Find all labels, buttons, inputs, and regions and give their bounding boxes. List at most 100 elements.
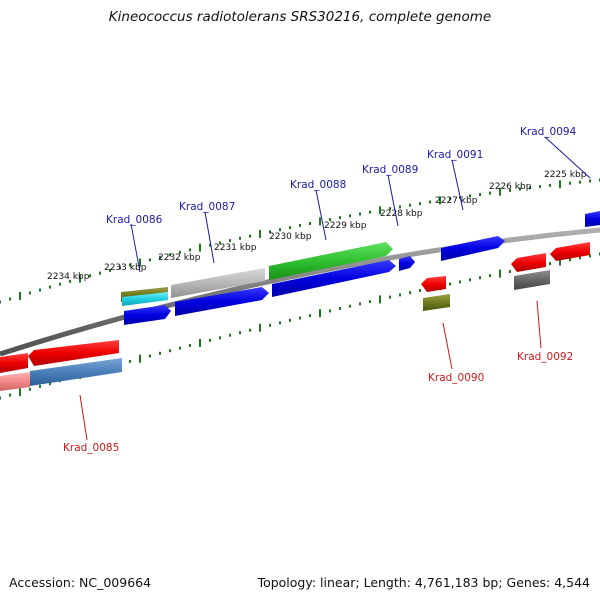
ruler-dot [49, 285, 51, 289]
ruler-dot [179, 346, 181, 350]
ruler-dot [269, 230, 271, 234]
gene-feature[interactable] [122, 292, 168, 306]
ruler-major-tick [19, 388, 21, 397]
ruler-dot [39, 384, 41, 388]
ruler-dot [0, 300, 1, 304]
ruler-dot [269, 323, 271, 327]
gene-feature[interactable] [175, 287, 269, 316]
ruler-dot [279, 228, 281, 232]
ruler-dot [469, 194, 471, 198]
gene-feature[interactable] [269, 242, 393, 280]
ruler-dot [49, 382, 51, 386]
accession-text: Accession: NC_009664 [9, 575, 152, 590]
ruler-dot [179, 250, 181, 254]
ruler-dot [89, 274, 91, 278]
ruler-major-tick [379, 206, 381, 215]
gene-feature[interactable] [550, 242, 590, 261]
ruler-dot [369, 210, 371, 214]
ruler-major-tick [259, 323, 261, 332]
gene-feature[interactable] [511, 253, 546, 272]
ruler-dot [349, 304, 351, 308]
ruler-major-tick [559, 257, 561, 266]
ruler-dot [229, 333, 231, 337]
gene-label[interactable]: Krad_0091 [427, 149, 483, 161]
ruler-dot [509, 270, 511, 273]
ruler-dot [479, 276, 481, 280]
ruler-major-tick [319, 217, 321, 226]
ruler-dot [249, 328, 251, 332]
ruler-major-tick [139, 258, 141, 267]
ruler-dot [579, 256, 581, 260]
ruler-dot [239, 236, 241, 240]
gene-feature[interactable] [399, 256, 415, 271]
map-title: Kineococcus radiotolerans SRS30216, comp… [108, 9, 492, 25]
ruler-dot [329, 309, 331, 313]
gene-label[interactable]: Krad_0090 [428, 372, 484, 384]
gene-feature[interactable] [30, 358, 122, 386]
kbp-label: 2226 kbp [489, 182, 532, 192]
ruler-dot [39, 288, 41, 292]
ruler-major-tick [79, 274, 81, 283]
ruler-dot [339, 307, 341, 310]
gene-feature[interactable] [585, 211, 600, 227]
ruler-dot [209, 243, 211, 247]
ruler-major-tick [379, 295, 381, 304]
ruler-dot [419, 202, 421, 206]
ruler-dot [169, 349, 171, 353]
ruler-dot [29, 387, 31, 391]
gene-label[interactable]: Krad_0086 [106, 214, 163, 226]
ruler-dot [469, 278, 471, 282]
ruler-dot [189, 248, 191, 252]
gene-label[interactable]: Krad_0085 [63, 442, 119, 454]
ruler-dot [569, 181, 571, 185]
ruler-major-tick [499, 269, 501, 278]
gene-feature[interactable] [0, 353, 28, 373]
ruler-dot [429, 200, 431, 204]
ruler-dot [529, 186, 531, 190]
ruler-dot [339, 216, 341, 220]
ruler-dot [159, 255, 161, 259]
ruler-dot [189, 344, 191, 347]
gene-feature[interactable] [423, 294, 450, 311]
ruler-major-tick [559, 180, 561, 189]
gene-feature[interactable] [171, 268, 265, 298]
gene-feature[interactable] [514, 270, 550, 290]
ruler-dot [369, 300, 371, 304]
kbp-label: 2234 kbp [47, 272, 90, 282]
ruler-dot [449, 197, 451, 201]
forward-leaders [130, 136, 591, 273]
gene-label[interactable]: Krad_0087 [179, 201, 235, 213]
gene-label[interactable]: Krad_0092 [517, 351, 573, 363]
ruler-dot [419, 289, 421, 292]
ruler-major-tick [499, 187, 501, 196]
gene-feature[interactable] [272, 260, 396, 297]
ruler-major-tick [19, 291, 21, 300]
gene-feature[interactable] [124, 305, 171, 325]
gene-label[interactable]: Krad_0094 [520, 126, 577, 138]
ruler-dot [539, 185, 541, 189]
ruler-major-tick [199, 243, 201, 252]
ruler-dot [159, 351, 161, 355]
kbp-label: 2230 kbp [269, 232, 312, 242]
ruler-dot [549, 262, 551, 266]
kbp-label: 2232 kbp [158, 253, 201, 263]
gene-feature[interactable] [0, 372, 30, 391]
ruler-dot [169, 253, 171, 257]
ruler-dot [289, 318, 291, 322]
gene-feature[interactable] [421, 276, 446, 292]
ruler-major-tick [439, 196, 441, 205]
ruler-dot [149, 258, 151, 262]
ruler-dot [389, 295, 391, 299]
ruler-dot [589, 254, 591, 258]
genome-summary: Topology: linear; Length: 4,761,183 bp; … [257, 575, 590, 590]
gene-label[interactable]: Krad_0088 [290, 179, 346, 191]
gene-feature[interactable] [441, 236, 505, 261]
kbp-labels: 2234 kbp 2233 kbp 2232 kbp 2231 kbp 2230… [47, 170, 587, 282]
ruler-dot [349, 214, 351, 218]
ruler-dot [309, 314, 311, 318]
ruler-dot [329, 218, 331, 222]
ruler-dot [399, 205, 401, 209]
ruler-dot [69, 279, 71, 283]
gene-label[interactable]: Krad_0089 [362, 164, 418, 176]
gene-feature[interactable] [28, 340, 119, 366]
